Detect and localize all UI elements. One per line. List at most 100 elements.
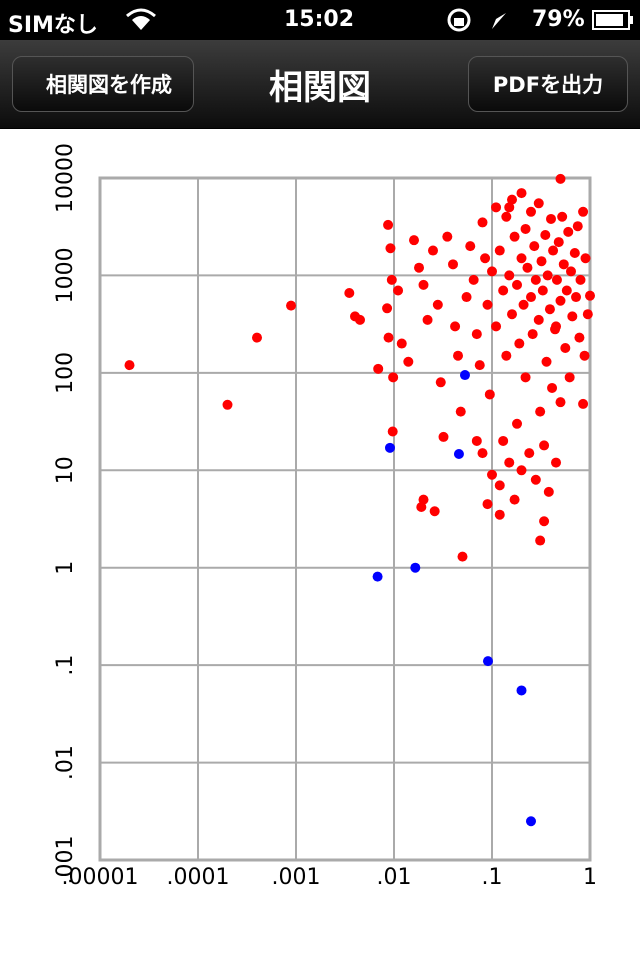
y-tick-label: .1 bbox=[53, 655, 78, 676]
scatter-point bbox=[393, 285, 404, 296]
scatter-point bbox=[422, 314, 433, 325]
scatter-point bbox=[557, 211, 568, 222]
scatter-point bbox=[539, 516, 550, 527]
scatter-point bbox=[516, 685, 527, 696]
scatter-point bbox=[522, 262, 533, 273]
scatter-point bbox=[516, 253, 527, 264]
scatter-point bbox=[432, 299, 443, 310]
scatter-point bbox=[386, 274, 397, 285]
scatter-point bbox=[555, 295, 566, 306]
scatter-point bbox=[477, 448, 488, 459]
scatter-point bbox=[494, 480, 505, 491]
scatter-point bbox=[535, 535, 546, 546]
scatter-point bbox=[555, 397, 566, 408]
scatter-point bbox=[448, 259, 459, 270]
scatter-point bbox=[527, 329, 538, 340]
y-tick-label: 100 bbox=[53, 352, 78, 394]
scatter-point bbox=[509, 231, 520, 242]
scatter-point bbox=[504, 202, 515, 213]
scatter-point bbox=[491, 202, 502, 213]
scatter-point bbox=[543, 486, 554, 497]
scatter-point bbox=[387, 426, 398, 437]
back-button[interactable]: 相関図を作成 bbox=[12, 56, 194, 112]
scatter-point bbox=[547, 382, 558, 393]
scatter-point bbox=[501, 211, 512, 222]
scatter-point bbox=[382, 303, 393, 314]
scatter-point bbox=[124, 360, 135, 371]
x-tick-label: .1 bbox=[482, 865, 503, 890]
x-tick-label: .0001 bbox=[167, 865, 230, 890]
scatter-point bbox=[480, 253, 491, 264]
y-tick-label: 1000 bbox=[53, 247, 78, 303]
scatter-point bbox=[471, 435, 482, 446]
x-tick-label: 1 bbox=[583, 865, 597, 890]
scatter-point bbox=[560, 342, 571, 353]
scatter-point bbox=[450, 321, 461, 332]
scatter-point bbox=[579, 350, 590, 361]
scatter-point bbox=[252, 332, 263, 343]
y-tick-label: .001 bbox=[53, 836, 78, 885]
scatter-point bbox=[569, 247, 580, 258]
x-tick-label: .00001 bbox=[62, 865, 139, 890]
scatter-point bbox=[563, 226, 574, 237]
time: 15:02 bbox=[284, 7, 355, 32]
scatter-point bbox=[396, 338, 407, 349]
scatter-point bbox=[385, 243, 396, 254]
nav-title: 相関図 bbox=[269, 68, 371, 108]
status-icons bbox=[447, 8, 506, 32]
scatter-point bbox=[384, 442, 395, 453]
scatter-point bbox=[471, 329, 482, 340]
scatter-point bbox=[525, 292, 536, 303]
scatter-point bbox=[551, 274, 562, 285]
scatter-point bbox=[414, 262, 425, 273]
scatter-point bbox=[494, 509, 505, 520]
scatter-point bbox=[553, 237, 564, 248]
scatter-point bbox=[372, 571, 383, 582]
scatter-point bbox=[487, 266, 497, 277]
scatter-point bbox=[530, 274, 541, 285]
scatter-point bbox=[530, 474, 541, 485]
scatter-point bbox=[465, 241, 476, 252]
scatter-point bbox=[516, 465, 527, 476]
scatter-point bbox=[504, 457, 515, 468]
scatter-point bbox=[507, 194, 518, 205]
scatter-point bbox=[541, 356, 552, 367]
scatter-point bbox=[529, 241, 540, 252]
scatter-point bbox=[383, 219, 394, 230]
scatter-point bbox=[540, 229, 551, 240]
scatter-point bbox=[504, 270, 515, 281]
scatter-point bbox=[539, 440, 550, 451]
scatter-point bbox=[491, 321, 502, 332]
scatter-point bbox=[461, 292, 472, 303]
scatter-point bbox=[286, 300, 297, 311]
scatter-point bbox=[501, 350, 512, 361]
pdf-button[interactable]: PDFを出力 bbox=[468, 56, 628, 112]
carrier: SIMなし bbox=[8, 13, 98, 38]
scatter-point bbox=[525, 816, 536, 827]
scatter-point bbox=[453, 448, 464, 459]
scatter-point bbox=[482, 499, 493, 510]
scatter-point bbox=[459, 370, 470, 381]
scatter-point bbox=[516, 188, 527, 199]
battery-level: 79% bbox=[532, 7, 585, 32]
scatter-point bbox=[572, 221, 583, 232]
scatter-point bbox=[409, 235, 420, 246]
scatter-point bbox=[536, 256, 547, 267]
scatter-point bbox=[509, 494, 520, 505]
scatter-point bbox=[438, 431, 449, 442]
scatter-point bbox=[542, 270, 553, 281]
scatter-point bbox=[561, 285, 572, 296]
scatter-point bbox=[571, 292, 582, 303]
scatter-point bbox=[383, 332, 394, 343]
status-bar: SIMなし 15:02 79% bbox=[0, 0, 640, 40]
scatter-point bbox=[373, 363, 384, 374]
scatter-point bbox=[582, 309, 593, 320]
scatter-point bbox=[468, 274, 479, 285]
scatter-point bbox=[578, 206, 589, 217]
scatter-point bbox=[551, 457, 562, 468]
y-tick-label: .01 bbox=[53, 745, 78, 780]
scatter-point bbox=[544, 304, 555, 315]
y-tick-label: 1 bbox=[53, 561, 78, 575]
scatter-point bbox=[535, 406, 546, 417]
